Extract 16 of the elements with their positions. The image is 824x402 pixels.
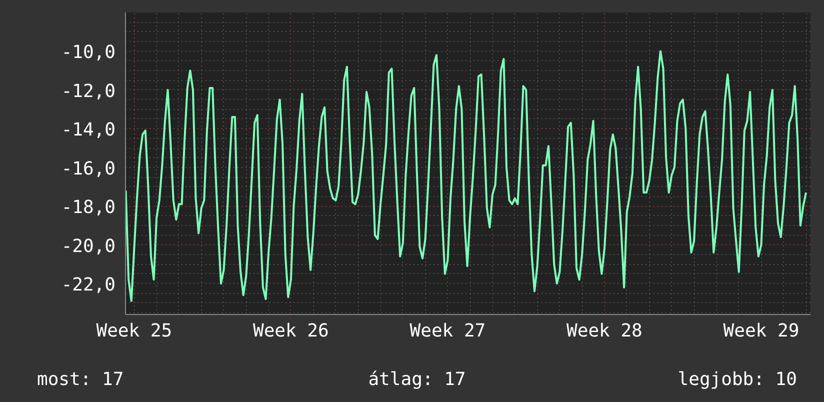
x-tick-label: Week 27 (410, 320, 486, 342)
y-tick-label: -20,0 (61, 236, 116, 257)
y-tick-label: -18,0 (61, 197, 116, 218)
y-tick-label: -14,0 (61, 120, 116, 141)
y-tick-label: -22,0 (61, 274, 116, 296)
line-series (126, 50, 808, 302)
y-tick-label: -12,0 (61, 80, 116, 102)
x-tick-label: Week 28 (566, 320, 642, 342)
text: átlag: 17 (367, 368, 467, 392)
y-tick-label: -10,0 (61, 42, 116, 64)
y-tick-label: -16,0 (61, 158, 116, 180)
x-tick-label: Week 26 (253, 320, 329, 342)
x-tick-label: Week 25 (96, 320, 172, 342)
text: legjobb: 10 (676, 368, 797, 392)
text: most: 17 (37, 368, 125, 392)
x-tick-label: Week 29 (723, 320, 800, 342)
